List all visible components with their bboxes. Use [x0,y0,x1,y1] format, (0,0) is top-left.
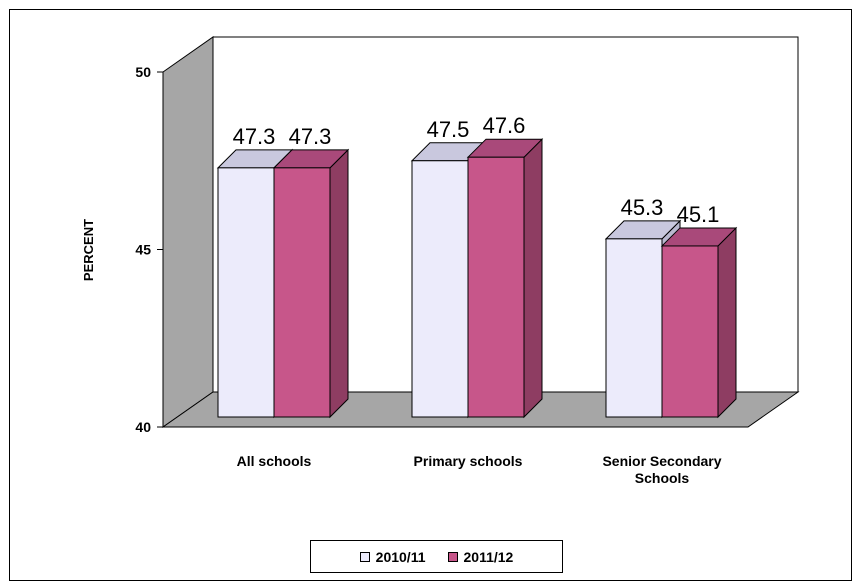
legend-label-2010-11: 2010/11 [375,548,426,565]
bar-2011-12-senior-secondary-schools [660,226,738,419]
value-label-2010-11-primary-schools: 47.5 [427,117,470,142]
y-tick-label-45: 45 [135,242,151,258]
category-label-primary-schools: Primary schools [414,453,523,469]
value-label-2010-11-all-schools: 47.3 [233,124,276,149]
legend-swatch-2010-11 [359,551,370,562]
legend-swatch-2011-12 [447,551,458,562]
legend: 2010/11 2011/12 [310,540,563,573]
y-tick-label-40: 40 [135,419,151,435]
legend-item-2010-11: 2010/11 [359,548,426,565]
y-axis-title: PERCENT [81,219,96,281]
value-label-2011-12-senior-secondary-schools: 45.1 [677,202,720,227]
bar-2011-12-all-schools [272,148,350,419]
y-tick-label-50: 50 [135,64,151,80]
value-label-2011-12-all-schools: 47.3 [289,124,332,149]
value-label-2011-12-primary-schools: 47.6 [483,113,526,138]
bar-2011-12-primary-schools [466,137,544,419]
category-label-all-schools: All schools [237,453,312,469]
category-label-senior-secondary-schools: Senior Secondary Schools [602,453,721,486]
legend-label-2011-12: 2011/12 [463,548,514,565]
side-wall [162,36,214,428]
value-label-2010-11-senior-secondary-schools: 45.3 [621,195,664,220]
legend-item-2011-12: 2011/12 [447,548,514,565]
